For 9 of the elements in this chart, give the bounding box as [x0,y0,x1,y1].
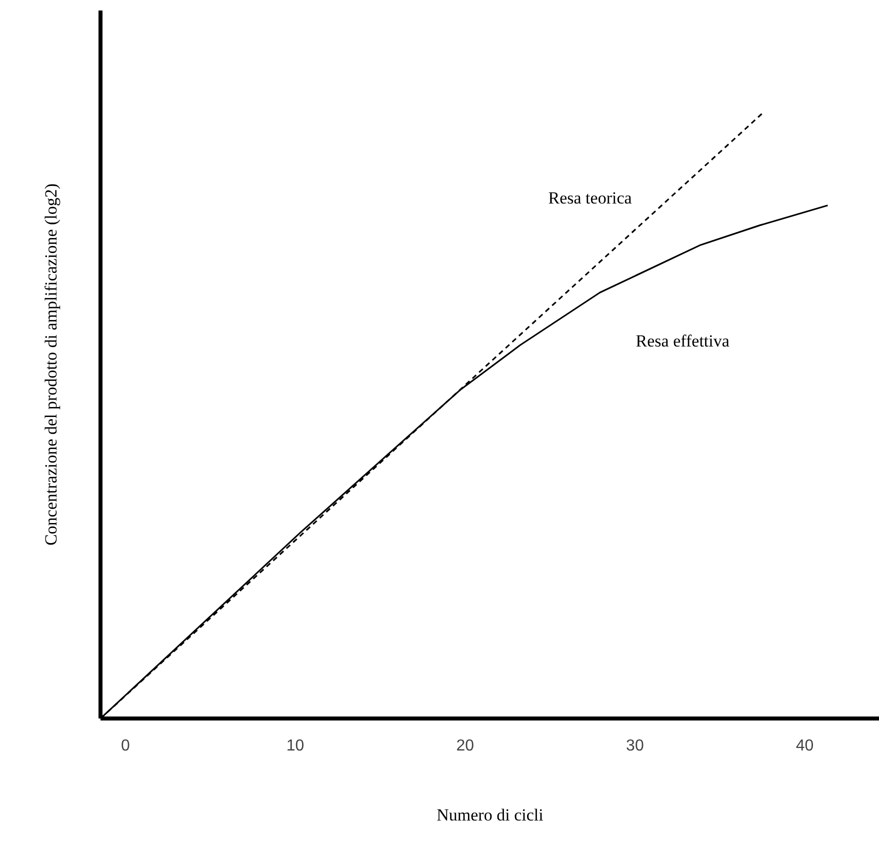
x-tick-label: 10 [286,738,304,754]
y-axis-title: Concentrazione del prodotto di amplificazione (log2) [42,183,60,546]
series-label: Resa teorica [548,188,632,208]
x-tick-label: 0 [121,738,130,754]
x-tick-label: 20 [456,738,474,754]
x-axis-title: Numero di cicli [436,806,544,824]
text: Resa effettiva [636,331,730,350]
x-tick-label: 40 [796,738,814,754]
x-tick-label: 30 [626,738,644,754]
